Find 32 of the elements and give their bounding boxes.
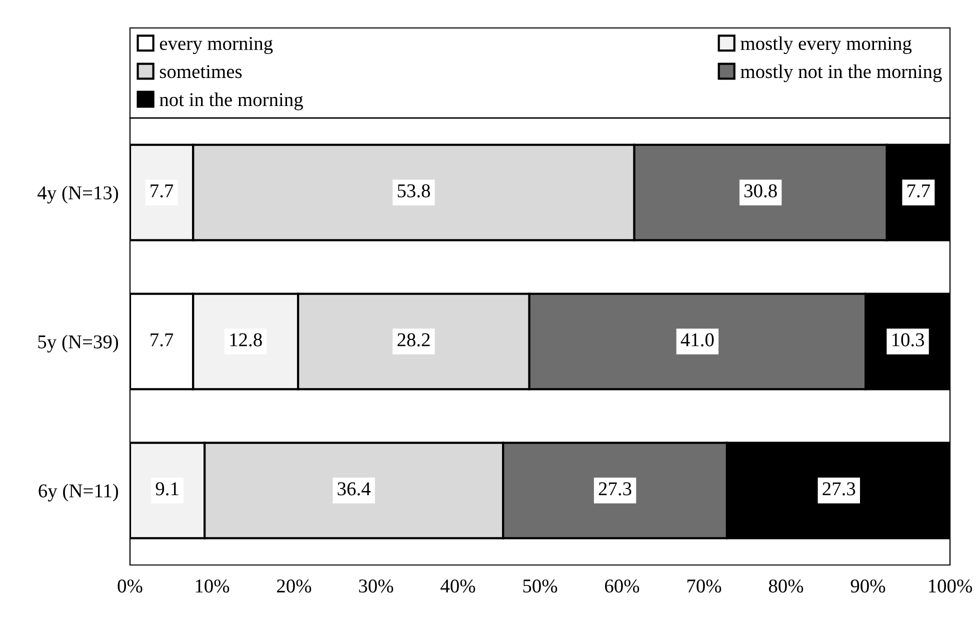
legend-label: every morning [160,36,273,54]
data-label: 36.4 [338,482,371,496]
x-tick-label: 20% [277,579,312,593]
data-label: 27.3 [598,482,632,496]
data-label: 41.0 [680,333,714,346]
data-label: 7.7 [150,333,174,346]
data-label: 7.7 [150,184,174,198]
legend-label: mostly not in the morning [740,64,942,82]
x-tick-label: 80% [768,579,804,593]
x-tick-label: 40% [440,579,476,593]
data-label: 12.8 [230,333,262,346]
data-label: 10.3 [892,333,924,346]
x-tick-label: 100% [929,579,972,593]
y-tick-label: 5y (N=39) [38,334,118,352]
x-tick-label: 70% [687,579,722,593]
y-tick-label: 6y (N=11) [38,484,118,502]
data-label: 7.7 [908,184,930,198]
x-tick-label: 90% [850,579,886,593]
data-label: 9.1 [156,482,178,496]
data-label: 28.2 [398,333,430,346]
legend-label: mostly every morning [740,36,912,54]
x-tick-label: 50% [523,579,558,593]
legend-label: sometimes [160,65,242,78]
y-tick-label: 4y (N=13) [38,186,118,204]
x-tick-label: 0% [118,579,142,593]
data-label: 27.3 [822,482,856,496]
data-label: 30.8 [744,184,777,198]
x-tick-label: 60% [605,579,640,593]
data-label: 53.8 [398,184,430,198]
x-tick-label: 30% [359,579,394,593]
x-tick-label: 10% [196,579,230,593]
legend-label: not in the morning [160,92,303,110]
